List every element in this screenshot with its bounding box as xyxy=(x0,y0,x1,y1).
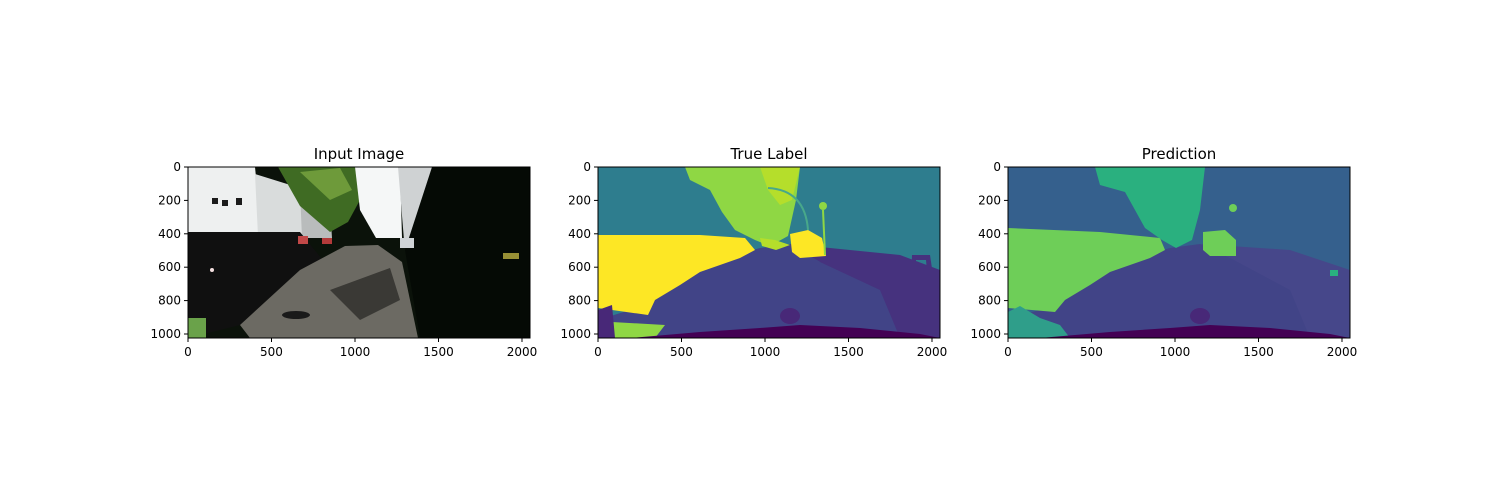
y-tick-label: 0 xyxy=(173,160,181,174)
y-tick-label: 1000 xyxy=(560,327,591,341)
x-tick-label: 500 xyxy=(670,345,693,359)
x-tick-label: 1500 xyxy=(833,345,864,359)
x-tick-label: 0 xyxy=(184,345,192,359)
x-tick-label: 500 xyxy=(1080,345,1103,359)
x-tick-label: 1000 xyxy=(340,345,371,359)
y-tick-label: 0 xyxy=(583,160,591,174)
x-tick-label: 0 xyxy=(594,345,602,359)
x-tick-label: 2000 xyxy=(1327,345,1358,359)
y-tick-label: 800 xyxy=(158,294,181,308)
panel-input-image: Input Image 0 500 1000 1500 200 xyxy=(150,145,537,359)
x-tick-label: 0 xyxy=(1004,345,1012,359)
y-tick-label: 1000 xyxy=(150,327,181,341)
y-tick-label: 600 xyxy=(158,260,181,274)
panel-prediction: Prediction 0 500 1000 1500 2000 0 200 400 600 800… xyxy=(970,145,1357,359)
x-tick-label: 1000 xyxy=(1160,345,1191,359)
prediction-mask xyxy=(1008,167,1350,338)
true-label-mask xyxy=(598,167,940,338)
y-tick-label: 200 xyxy=(158,193,181,207)
y-tick-label: 800 xyxy=(978,294,1001,308)
x-tick-label: 2000 xyxy=(917,345,948,359)
y-tick-label: 600 xyxy=(568,260,591,274)
panel-true-label: True Label 0 500 1000 1500 2000 0 200 400 600 800… xyxy=(560,145,947,359)
y-tick-label: 1000 xyxy=(970,327,1001,341)
panel-title-true-label: True Label xyxy=(729,145,807,163)
panel-title-prediction: Prediction xyxy=(1142,145,1217,163)
x-tick-label: 1000 xyxy=(750,345,781,359)
y-tick-label: 800 xyxy=(568,294,591,308)
x-tick-label: 2000 xyxy=(507,345,538,359)
x-tick-label: 1500 xyxy=(1243,345,1274,359)
y-tick-label: 600 xyxy=(978,260,1001,274)
y-tick-label: 0 xyxy=(993,160,1001,174)
y-tick-label: 200 xyxy=(568,193,591,207)
y-tick-label: 200 xyxy=(978,193,1001,207)
y-tick-label: 400 xyxy=(978,227,1001,241)
y-tick-label: 400 xyxy=(568,227,591,241)
input-photo xyxy=(188,167,530,338)
x-tick-label: 500 xyxy=(260,345,283,359)
panel-title-input-image: Input Image xyxy=(314,145,405,163)
x-tick-label: 1500 xyxy=(423,345,454,359)
y-tick-label: 400 xyxy=(158,227,181,241)
